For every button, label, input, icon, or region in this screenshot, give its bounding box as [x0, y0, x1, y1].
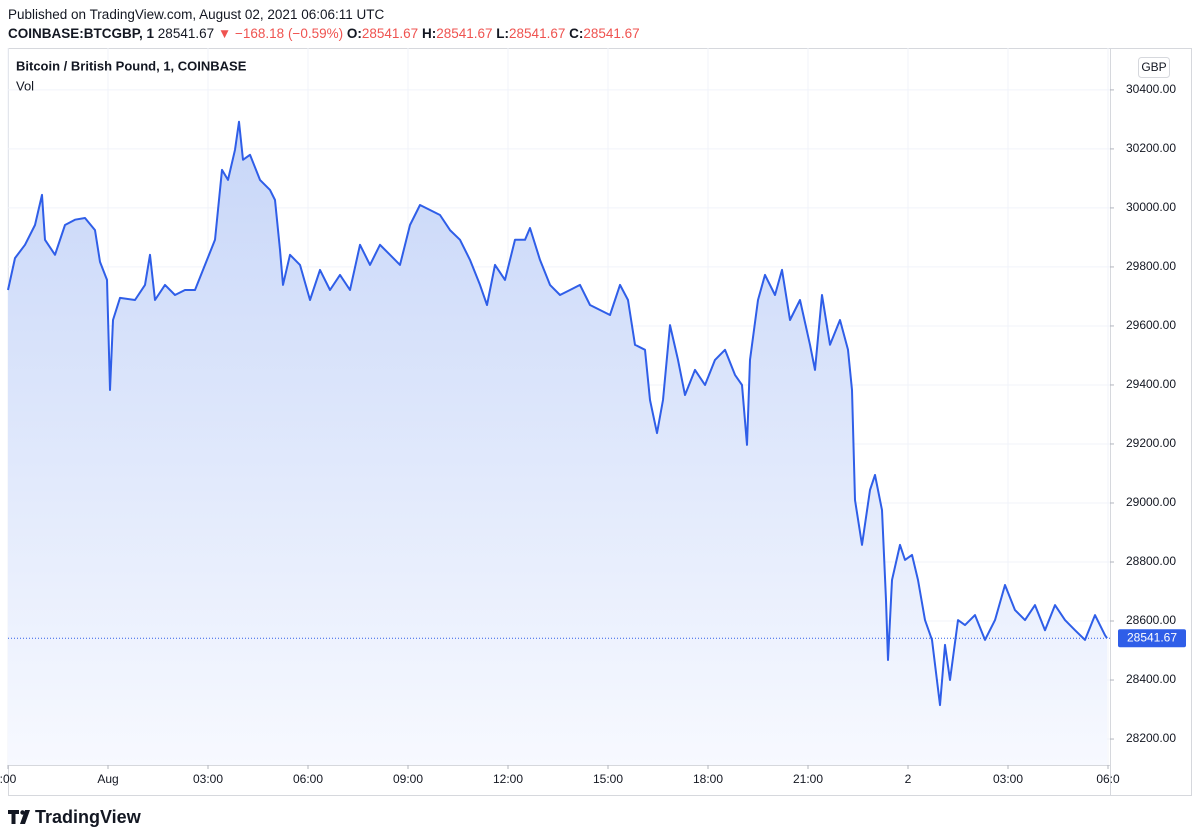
- change: −168.18 (−0.59%): [235, 26, 344, 41]
- y-tick-label: 29000.00: [1126, 495, 1176, 509]
- y-tick-label: 29400.00: [1126, 377, 1176, 391]
- x-tick-label: 06:0: [1096, 772, 1120, 786]
- logo-text: TradingView: [35, 807, 142, 827]
- y-tick-label: 28800.00: [1126, 554, 1176, 568]
- last-price-label: 28541.67: [1127, 630, 1177, 644]
- x-tick-label: 2: [905, 772, 912, 786]
- y-tick-label: 29200.00: [1126, 436, 1176, 450]
- published-line: Published on TradingView.com, August 02,…: [8, 7, 385, 22]
- logo-icon-slash: [20, 810, 30, 824]
- logo-icon-dot: [20, 810, 25, 815]
- ohlc-label: L:: [496, 26, 510, 41]
- x-tick-label: 06:00: [293, 772, 323, 786]
- ohlc-label: C:: [569, 26, 584, 41]
- ohlc-value: 28541.67: [361, 26, 419, 41]
- ohlc-value: 28541.67: [583, 26, 640, 41]
- y-tick-label: 28600.00: [1126, 613, 1176, 627]
- ohlc: O:28541.67 H:28541.67 L:28541.67 C:28541…: [347, 26, 640, 41]
- y-tick-label: 28400.00: [1126, 672, 1176, 686]
- arrow: ▼: [217, 26, 232, 41]
- x-tick-label: 12:00: [493, 772, 523, 786]
- y-tick-label: 30200.00: [1126, 141, 1176, 155]
- logo-icon: [8, 810, 19, 824]
- x-tick-label: :00: [0, 772, 17, 786]
- axes: 28200.00 28400.00 28600.00 28800.00 29000.00…: [0, 82, 1186, 786]
- x-tick-label: 09:00: [393, 772, 423, 786]
- plot: [7, 120, 1110, 766]
- logo: TradingView: [8, 807, 142, 827]
- y-tick-label: 30000.00: [1126, 200, 1176, 214]
- y-tick-label: 30400.00: [1126, 82, 1176, 96]
- x-tick-label: 18:00: [693, 772, 723, 786]
- unit-label: GBP: [1141, 60, 1166, 74]
- price: 28541.67: [157, 26, 215, 41]
- ohlc-label: O:: [346, 26, 362, 41]
- x-tick-label: 03:00: [993, 772, 1023, 786]
- y-tick-label: 28200.00: [1126, 731, 1176, 745]
- x-tick-label: Aug: [97, 772, 118, 786]
- last-price-box: [1118, 629, 1186, 648]
- symbol: COINBASE:BTCGBP, 1: [8, 26, 155, 41]
- y-tick-label: 29800.00: [1126, 259, 1176, 273]
- x-tick-label: 15:00: [593, 772, 623, 786]
- x-tick-label: 21:00: [793, 772, 823, 786]
- price-line: [7, 120, 1108, 707]
- ohlc-value: 28541.67: [436, 26, 493, 41]
- x-tick-label: 03:00: [193, 772, 223, 786]
- quote-line: COINBASE:BTCGBP, 1 28541.67 ▼ −168.18 (−…: [8, 24, 640, 43]
- chart-title: Bitcoin / British Pound, 1, COINBASE: [16, 58, 247, 73]
- y-tick-label: 29600.00: [1126, 318, 1176, 332]
- unit-box: [1138, 57, 1170, 78]
- header: Published on TradingView.com, August 02,…: [8, 5, 640, 43]
- ohlc-value: 28541.67: [509, 26, 566, 41]
- volume-label: Vol: [16, 78, 34, 93]
- ohlc-label: H:: [421, 26, 437, 41]
